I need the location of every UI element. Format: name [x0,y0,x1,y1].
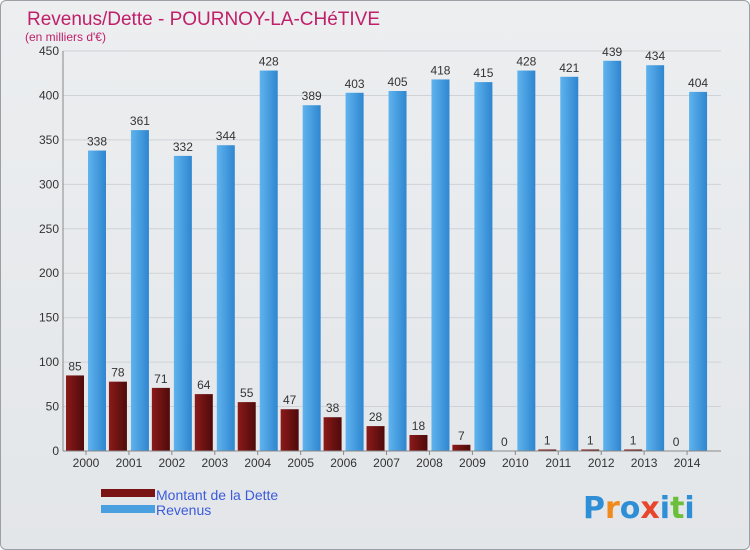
legend-swatch-dette [101,489,155,497]
value-label: 338 [87,135,107,149]
bar-dette [624,449,643,451]
value-label: 85 [68,359,82,373]
value-label: 389 [302,89,322,103]
x-tick-label: 2009 [459,456,486,470]
x-tick-label: 2007 [373,456,400,470]
x-tick-label: 2006 [330,456,357,470]
bar-dette [108,381,127,451]
value-label: 71 [154,372,168,386]
legend-label-revenus: Revenus [156,502,211,518]
value-label: 55 [240,386,254,400]
bar-revenus [302,105,321,451]
bar-revenus [560,76,579,452]
bar-dette [237,402,256,451]
y-tick-label: 350 [39,133,59,147]
x-tick-label: 2010 [502,456,529,470]
y-tick-label: 0 [52,444,59,458]
legend-label-dette: Montant de la Dette [156,487,278,503]
bar-dette [194,394,213,451]
bar-dette [151,387,170,451]
bar-dette [409,435,428,451]
x-tick-label: 2014 [674,456,701,470]
x-tick-label: 2008 [416,456,443,470]
y-tick-label: 100 [39,355,59,369]
bar-revenus [603,60,622,452]
bar-revenus [689,91,708,451]
value-label: 428 [259,55,279,69]
bar-revenus [474,82,493,451]
x-tick-label: 2003 [201,456,228,470]
bar-revenus [88,150,106,452]
value-label: 1 [587,434,594,448]
value-label: 78 [111,366,125,380]
bar-revenus [259,70,278,452]
bar-dette [581,449,600,451]
value-label: 404 [688,76,708,90]
legend-swatch-revenus [101,505,155,513]
x-tick-label: 2013 [631,456,658,470]
x-tick-label: 2005 [287,456,314,470]
x-tick-label: 2002 [159,456,186,470]
value-label: 1 [544,434,551,448]
chart-title: Revenus/Dette - POURNOY-LA-CHéTIVE [27,9,380,30]
chart-subtitle: (en milliers d'€) [25,30,106,44]
y-tick-label: 50 [46,400,60,414]
y-tick-label: 450 [39,44,59,58]
bar-dette [452,444,471,451]
bar-revenus [646,65,665,451]
value-label: 439 [602,45,622,59]
bar-revenus [517,70,536,452]
bar-revenus [216,145,235,451]
y-tick-label: 250 [39,222,59,236]
value-label: 332 [173,140,193,154]
y-tick-label: 150 [39,311,59,325]
x-tick-label: 2000 [73,456,100,470]
bar-revenus [173,155,192,451]
x-tick-label: 2001 [116,456,143,470]
bar-layer: 8533878361713326434455428473893840328405… [66,45,708,452]
bar-revenus [431,79,450,451]
value-label: 421 [559,61,579,75]
bar-dette [538,449,557,451]
bar-dette [366,426,385,451]
value-label: 361 [130,114,150,128]
value-label: 38 [326,401,340,415]
x-tick-label: 2012 [588,456,615,470]
x-tick-label: 2004 [244,456,271,470]
value-label: 415 [473,66,493,80]
value-label: 0 [501,435,508,449]
y-tick-label: 200 [39,266,59,280]
value-label: 28 [369,410,383,424]
value-label: 403 [345,77,365,91]
value-label: 434 [645,49,665,63]
value-label: 418 [430,63,450,77]
bar-dette [66,375,84,451]
legend: Montant de la Dette Revenus [101,487,278,518]
proxiti-logo: Proxiti [583,491,695,526]
bar-dette [323,417,342,451]
value-label: 64 [197,378,211,392]
value-label: 405 [388,75,408,89]
proxiti-logo-text: Proxiti [583,491,695,526]
value-label: 1 [630,434,637,448]
value-label: 47 [283,393,297,407]
value-label: 344 [216,129,236,143]
value-label: 18 [412,419,426,433]
bar-revenus [388,91,407,451]
x-tick-label: 2011 [545,456,571,470]
value-label: 0 [673,435,680,449]
bar-dette [280,409,299,451]
y-tick-label: 300 [39,177,59,191]
value-label: 7 [458,429,465,443]
value-label: 428 [516,55,536,69]
y-tick-label: 400 [39,88,59,102]
bar-revenus [345,92,364,452]
bar-revenus [130,130,149,451]
